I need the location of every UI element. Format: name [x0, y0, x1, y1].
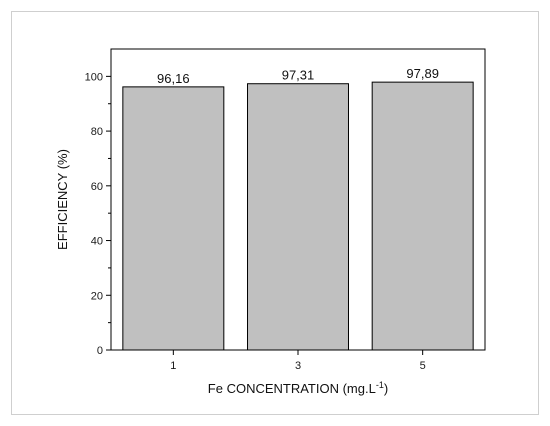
x-axis-title-main: Fe CONCENTRATION (mg.L — [208, 381, 376, 396]
data-label-3: 97,31 — [282, 68, 315, 83]
bar-3 — [247, 83, 349, 351]
x-tick-label-1: 1 — [170, 360, 176, 372]
x-tick-label-5: 5 — [420, 360, 426, 372]
y-tick-label: 20 — [91, 290, 103, 302]
y-tick-label: 100 — [85, 71, 103, 83]
y-tick-label: 60 — [91, 181, 103, 193]
bar-5 — [371, 81, 474, 351]
x-axis-ticks: 1 3 5 — [170, 350, 426, 372]
x-tick-label-3: 3 — [295, 360, 301, 372]
x-axis-title-superscript: -1 — [376, 380, 384, 390]
data-labels: 96,16 97,31 97,89 — [157, 66, 439, 86]
y-tick-label: 80 — [91, 126, 103, 138]
y-tick-label: 40 — [91, 236, 103, 248]
x-axis-title: Fe CONCENTRATION (mg.L-1) — [208, 380, 388, 396]
x-axis-title-suffix: ) — [384, 381, 388, 396]
data-label-1: 96,16 — [157, 71, 190, 86]
bar-1 — [122, 86, 225, 351]
y-axis-title: EFFICIENCY (%) — [55, 149, 70, 250]
y-tick-label: 0 — [97, 345, 103, 357]
bars — [122, 81, 474, 351]
y-axis-ticks: 0 20 40 60 80 100 — [85, 71, 111, 357]
data-label-5: 97,89 — [406, 66, 439, 81]
